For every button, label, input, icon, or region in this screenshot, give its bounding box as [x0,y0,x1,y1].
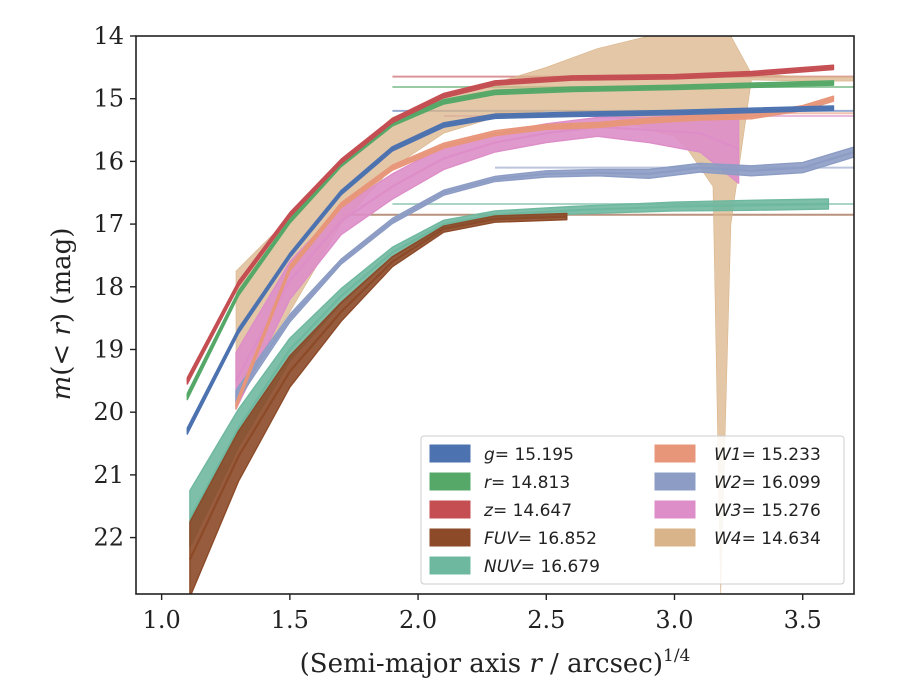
x-tick-label: 1.0 [143,606,181,634]
profile-line-r [186,81,834,397]
band-w1 [235,95,835,410]
profile-line-g [186,107,834,432]
legend-swatch-w4 [654,528,696,547]
legend-swatch-g [429,444,471,463]
band-fuv [189,212,568,594]
y-axis-ticks: 14 15 16 17 18 19 20 21 22 [93,22,136,552]
legend-swatch-z [429,500,471,519]
x-tick-label: 1.5 [271,606,309,634]
y-tick-label: 20 [93,398,124,426]
x-tick-label: 3.5 [784,606,822,634]
x-tick-label: 3.0 [655,606,693,634]
legend-label-w4: W4= 14.634 [714,529,821,549]
x-axis-ticks: 1.0 1.5 2.0 2.5 3.0 3.5 [143,594,822,634]
profile-line-w3 [235,125,740,382]
y-tick-label: 21 [93,461,124,489]
profile-bands [186,36,854,594]
band-w3 [235,113,740,410]
legend-label-g: g= 15.195 [484,445,574,465]
legend-swatch-fuv [429,528,471,547]
band-z [186,64,835,385]
y-axis-label: m(< r) (mag) [47,228,77,401]
profile-line-z [186,66,834,382]
legend-swatch-r [429,472,471,491]
band-w2 [235,146,854,404]
profile-line-w2 [235,150,854,398]
profile-line-nuv [188,202,829,520]
band-g [186,105,835,435]
legend-label-z: z= 14.647 [483,501,572,521]
y-tick-label: 14 [93,22,124,50]
legend-swatch-w1 [654,444,696,463]
legend-label-r: r= 14.813 [484,473,570,493]
y-tick-label: 18 [93,273,124,301]
y-tick-label: 19 [93,335,124,363]
legend-label-w3: W3= 15.276 [714,501,821,521]
x-axis-label: (Semi-major axis r / arcsec)1/4 [300,646,691,679]
profile-line-fuv [188,215,567,560]
legend-label-w2: W2= 16.099 [714,473,821,493]
legend-label-nuv: NUV= 16.679 [484,557,600,577]
plot-frame [135,35,855,595]
profile-line-w1 [234,97,834,407]
legend-label-w1: W1= 15.233 [714,445,821,465]
y-tick-label: 16 [93,147,124,175]
legend-label-fuv: FUV= 16.852 [484,529,597,549]
y-tick-label: 22 [93,524,124,552]
legend-swatch-nuv [429,556,471,575]
y-tick-label: 15 [93,85,124,113]
x-tick-label: 2.5 [527,606,565,634]
band-w4 [235,36,854,594]
x-tick-label: 2.0 [399,606,437,634]
legend-swatch-w2 [654,472,696,491]
legend-frame [420,435,845,585]
legend: g= 15.195 r= 14.813 z= 14.647 FUV= 16.852 NU… [420,435,845,585]
y-tick-label: 17 [93,210,124,238]
legend-swatch-w3 [654,500,696,519]
